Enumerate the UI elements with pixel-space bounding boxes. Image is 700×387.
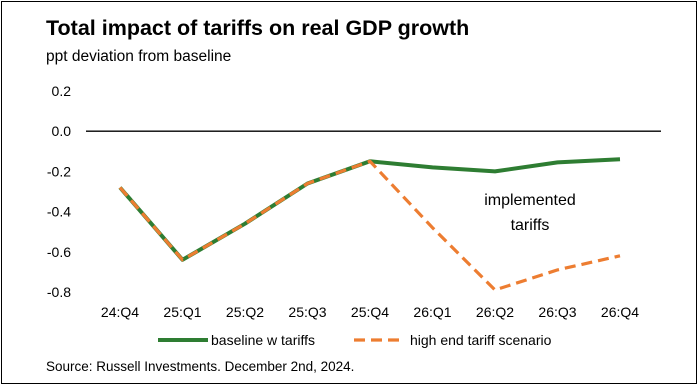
source-note: Source: Russell Investments. December 2n… (46, 359, 355, 374)
series-line-baseline-tariffs (118, 157, 621, 262)
x-tick-label: 26:Q4 (601, 304, 639, 320)
chart-subtitle: ppt deviation from baseline (46, 48, 232, 65)
x-tick-label: 25:Q3 (288, 304, 326, 320)
x-tick-label: 25:Q4 (351, 304, 389, 320)
series-line-high-end-tariff (118, 159, 621, 292)
x-tick-label: 26:Q3 (538, 304, 576, 320)
y-tick-label: -0.2 (47, 163, 71, 179)
y-tick-label: -0.8 (47, 284, 71, 300)
x-tick-label: 25:Q2 (226, 304, 264, 320)
y-tick-label: 0.0 (52, 123, 72, 139)
y-tick-label: -0.4 (47, 204, 71, 220)
y-tick-label: 0.2 (52, 83, 72, 99)
y-tick-label: -0.6 (47, 244, 71, 260)
x-tick-label: 26:Q1 (413, 304, 451, 320)
annotation-line-1: implemented (484, 192, 576, 209)
x-tick-label: 25:Q1 (163, 304, 201, 320)
x-tick-label: 24:Q4 (101, 304, 139, 320)
x-tick-label: 26:Q2 (476, 304, 514, 320)
legend: baseline w tariffs high end tariff scenar… (158, 332, 552, 348)
chart-title: Total impact of tariffs on real GDP grow… (46, 16, 470, 40)
annotation-line-2: tariffs (511, 217, 550, 234)
legend-label-baseline: baseline w tariffs (211, 332, 315, 348)
legend-label-high-end: high end tariff scenario (410, 332, 552, 348)
